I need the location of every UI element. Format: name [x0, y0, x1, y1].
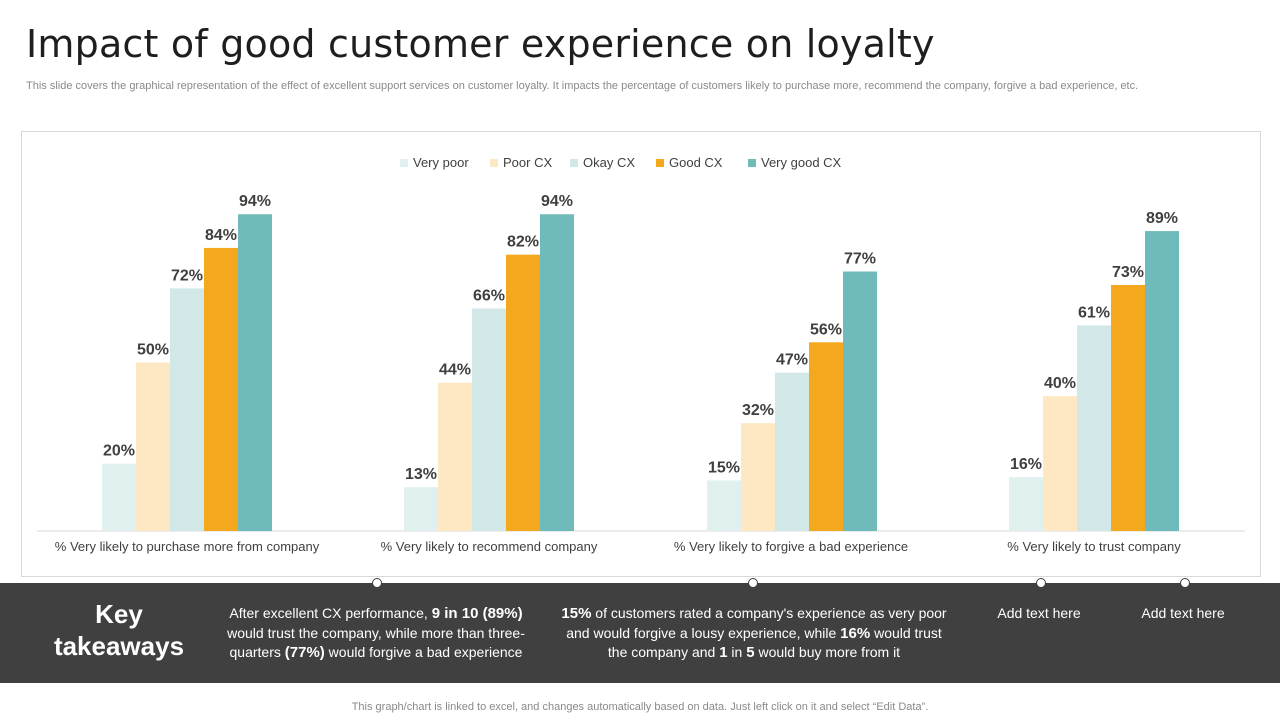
legend-label-1: Very poor	[413, 155, 469, 170]
category-label-4: % Very likely to trust company	[1007, 539, 1181, 554]
legend-label-3: Okay CX	[583, 155, 635, 170]
bar-chart: 20%50%72%84%94%% Very likely to purchase…	[37, 155, 1245, 554]
legend-swatch-5	[748, 159, 756, 167]
bar-1-2	[136, 362, 170, 531]
takeaway-1: After excellent CX performance, 9 in 10 …	[227, 605, 525, 661]
data-label-3-4: 56%	[810, 321, 842, 338]
page-title: Impact of good customer experience on lo…	[26, 22, 935, 66]
bar-4-2	[1043, 396, 1077, 531]
bar-1-1	[102, 463, 136, 531]
bar-2-2	[438, 382, 472, 531]
takeaways-heading-line1: Key	[95, 599, 143, 629]
data-label-4-4: 73%	[1112, 264, 1144, 281]
legend-label-2: Poor CX	[503, 155, 552, 170]
data-label-3-1: 15%	[708, 459, 740, 476]
bar-4-4	[1111, 284, 1145, 531]
category-label-2: % Very likely to recommend company	[381, 539, 598, 554]
data-label-2-4: 82%	[507, 234, 539, 251]
takeaway-3: Add text here	[997, 605, 1081, 621]
bar-3-5	[843, 271, 877, 531]
bar-4-1	[1009, 477, 1043, 531]
data-label-4-1: 16%	[1010, 456, 1042, 473]
takeaways-heading-line2: takeaways	[53, 631, 185, 661]
data-label-1-1: 20%	[103, 443, 135, 460]
legend-label-4: Good CX	[669, 155, 723, 170]
data-label-1-3: 72%	[171, 267, 203, 284]
takeaways-heading: Key takeaways	[40, 598, 198, 662]
category-label-3: % Very likely to forgive a bad experienc…	[674, 539, 908, 554]
bar-1-4	[204, 247, 238, 531]
data-label-1-2: 50%	[137, 342, 169, 359]
bar-3-3	[775, 372, 809, 531]
data-label-4-5: 89%	[1146, 210, 1178, 227]
category-label-1: % Very likely to purchase more from comp…	[55, 539, 320, 554]
legend-swatch-4	[656, 159, 664, 167]
data-label-2-3: 66%	[473, 288, 505, 305]
bar-2-1	[404, 487, 438, 531]
bar-3-4	[809, 342, 843, 531]
bar-2-3	[472, 308, 506, 531]
bar-3-2	[741, 423, 775, 531]
data-label-4-2: 40%	[1044, 375, 1076, 392]
takeaway-2: 15% of customers rated a company's exper…	[561, 605, 947, 661]
timeline-dot-4	[1180, 578, 1190, 588]
footnote: This graph/chart is linked to excel, and…	[351, 701, 929, 713]
bar-2-4	[506, 254, 540, 531]
data-label-2-5: 94%	[541, 193, 573, 210]
data-label-1-4: 84%	[205, 227, 237, 244]
chart-panel: 20% 50% 72% 84% 94%% Very likely to purchase…	[21, 131, 1261, 577]
bar-4-3	[1077, 325, 1111, 531]
legend-label-5: Very good CX	[761, 155, 842, 170]
timeline-dot-1	[372, 578, 382, 588]
data-label-2-2: 44%	[439, 362, 471, 379]
data-label-2-1: 13%	[405, 466, 437, 483]
bar-3-1	[707, 480, 741, 531]
takeaways-band	[0, 583, 1280, 683]
data-label-3-3: 47%	[776, 352, 808, 369]
bar-1-5	[238, 214, 272, 531]
data-label-3-2: 32%	[742, 402, 774, 419]
data-label-4-3: 61%	[1078, 304, 1110, 321]
bar-2-5	[540, 214, 574, 531]
takeaway-4: Add text here	[1141, 605, 1225, 621]
timeline-dot-3	[1036, 578, 1046, 588]
page-subtitle: This slide covers the graphical represen…	[26, 80, 1139, 92]
data-label-1-5: 94%	[239, 193, 271, 210]
legend-swatch-1	[400, 159, 408, 167]
timeline-dot-2	[748, 578, 758, 588]
bar-1-3	[170, 288, 204, 531]
legend-swatch-2	[490, 159, 498, 167]
bar-4-5	[1145, 231, 1179, 531]
legend-swatch-3	[570, 159, 578, 167]
data-label-3-5: 77%	[844, 251, 876, 268]
